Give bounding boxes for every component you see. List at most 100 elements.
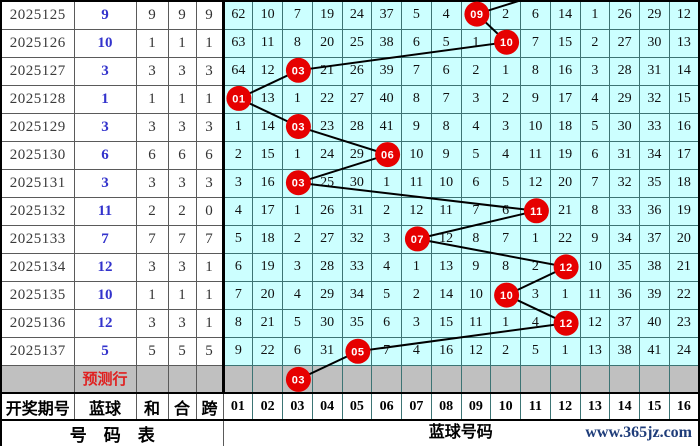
period-cell: 2025125 bbox=[0, 0, 75, 30]
blue-ball-cell: 3 bbox=[73, 56, 137, 86]
miss-cell: 24 bbox=[311, 140, 343, 170]
span-cell: 0 bbox=[195, 196, 224, 226]
period-cell: 2025136 bbox=[0, 308, 75, 338]
miss-cell: 4 bbox=[579, 84, 611, 114]
period-cell: 2025129 bbox=[0, 112, 75, 142]
header-combo: 合 bbox=[167, 392, 197, 421]
span-cell: 1 bbox=[195, 28, 224, 58]
miss-cell: 10 bbox=[520, 112, 551, 142]
miss-cell: 14 bbox=[549, 0, 581, 30]
miss-cell: 3 bbox=[490, 112, 521, 142]
sum-cell: 3 bbox=[135, 112, 169, 142]
combo-cell: 5 bbox=[167, 336, 197, 366]
sum-cell: 2 bbox=[135, 196, 169, 226]
miss-cell: 1 bbox=[549, 336, 581, 366]
period-cell: 2025132 bbox=[0, 196, 75, 226]
miss-cell: 30 bbox=[341, 168, 373, 198]
miss-cell: 29 bbox=[609, 84, 640, 114]
table-row: 2025126 10 1 1 1 63 11 8 20 25 38 6 5 1 7 15 2 27 30 13 bbox=[0, 28, 700, 58]
miss-cell: 4 bbox=[460, 112, 492, 142]
period-cell: 2025135 bbox=[0, 280, 75, 310]
period-cell: 2025127 bbox=[0, 56, 75, 86]
miss-cell: 6 bbox=[579, 140, 611, 170]
combo-cell: 3 bbox=[167, 168, 197, 198]
blue-ball-cell: 9 bbox=[73, 0, 137, 30]
miss-cell: 21 bbox=[311, 56, 343, 86]
miss-cell: 1 bbox=[520, 224, 551, 254]
miss-cell: 16 bbox=[668, 112, 700, 142]
miss-cell: 15 bbox=[252, 140, 283, 170]
prediction-cell bbox=[401, 364, 432, 394]
miss-cell: 6 bbox=[282, 336, 313, 366]
miss-cell: 40 bbox=[371, 84, 402, 114]
miss-cell: 4 bbox=[430, 0, 462, 30]
table-row: 2025129 3 3 3 3 1 14 23 28 41 9 8 4 3 10 18 5 30 33 16 bbox=[0, 112, 700, 142]
miss-cell: 5 bbox=[520, 336, 551, 366]
miss-cell: 11 bbox=[460, 308, 492, 338]
miss-cell: 11 bbox=[252, 28, 283, 58]
miss-cell: 3 bbox=[221, 168, 254, 198]
miss-cell: 32 bbox=[609, 168, 640, 198]
miss-cell: 26 bbox=[609, 0, 640, 30]
miss-cell: 24 bbox=[668, 336, 700, 366]
miss-cell: 1 bbox=[490, 56, 521, 86]
blue-ball-cell: 3 bbox=[73, 112, 137, 142]
prediction-cell bbox=[282, 364, 313, 394]
miss-cell bbox=[549, 308, 581, 338]
period-cell: 2025134 bbox=[0, 252, 75, 282]
miss-cell: 14 bbox=[252, 112, 283, 142]
miss-cell: 31 bbox=[639, 56, 670, 86]
miss-cell: 13 bbox=[430, 252, 462, 282]
miss-cell: 11 bbox=[579, 280, 611, 310]
sum-cell: 6 bbox=[135, 140, 169, 170]
miss-cell: 5 bbox=[221, 224, 254, 254]
miss-cell bbox=[282, 168, 313, 198]
combo-cell: 9 bbox=[167, 0, 197, 30]
blue-ball-cell: 5 bbox=[73, 336, 137, 366]
table-row: 2025135 10 1 1 1 7 20 4 29 34 5 2 14 10 3 1 11 36 39 22 bbox=[0, 280, 700, 310]
miss-cell: 7 bbox=[430, 84, 462, 114]
ball-column-header: 12 bbox=[549, 392, 581, 421]
miss-cell: 36 bbox=[639, 196, 670, 226]
miss-cell: 6 bbox=[371, 308, 402, 338]
miss-cell bbox=[520, 196, 551, 226]
miss-cell: 5 bbox=[401, 0, 432, 30]
ball-column-header: 08 bbox=[430, 392, 462, 421]
miss-cell: 2 bbox=[490, 0, 521, 30]
span-cell: 1 bbox=[195, 252, 224, 282]
table-row: 2025128 1 1 1 1 13 1 22 27 40 8 7 3 2 9 17 4 29 32 15 bbox=[0, 84, 700, 114]
miss-cell: 8 bbox=[401, 84, 432, 114]
prediction-cell bbox=[341, 364, 373, 394]
sum-cell: 3 bbox=[135, 308, 169, 338]
miss-cell: 7 bbox=[579, 168, 611, 198]
ball-column-header: 02 bbox=[252, 392, 283, 421]
miss-cell: 3 bbox=[579, 56, 611, 86]
header-sum: 和 bbox=[135, 392, 169, 421]
header-period: 开奖期号 bbox=[0, 392, 75, 421]
miss-cell: 5 bbox=[371, 280, 402, 310]
miss-cell: 26 bbox=[311, 196, 343, 226]
blue-ball-cell: 10 bbox=[73, 280, 137, 310]
miss-cell: 8 bbox=[460, 224, 492, 254]
miss-cell: 14 bbox=[668, 56, 700, 86]
prediction-cell bbox=[520, 364, 551, 394]
miss-cell: 26 bbox=[341, 56, 373, 86]
miss-cell: 7 bbox=[221, 280, 254, 310]
table-row: 2025136 12 3 3 1 8 21 5 30 35 6 3 15 11 1 4 12 37 40 23 bbox=[0, 308, 700, 338]
miss-cell: 5 bbox=[282, 308, 313, 338]
miss-cell: 5 bbox=[460, 140, 492, 170]
miss-cell bbox=[549, 252, 581, 282]
column-header-row: 开奖期号 蓝球和合跨 01 02 03 04 05 06 07 08 09 10 11 12 13 14 15 1… bbox=[0, 392, 700, 421]
combo-cell: 2 bbox=[167, 196, 197, 226]
miss-cell: 1 bbox=[282, 140, 313, 170]
miss-cell: 9 bbox=[221, 336, 254, 366]
miss-cell: 20 bbox=[549, 168, 581, 198]
miss-cell: 33 bbox=[639, 112, 670, 142]
miss-cell: 3 bbox=[371, 224, 402, 254]
miss-cell: 1 bbox=[221, 112, 254, 142]
span-cell: 7 bbox=[195, 224, 224, 254]
period-cell: 2025131 bbox=[0, 168, 75, 198]
miss-cell: 1 bbox=[401, 252, 432, 282]
miss-cell: 19 bbox=[668, 196, 700, 226]
miss-cell: 21 bbox=[668, 252, 700, 282]
